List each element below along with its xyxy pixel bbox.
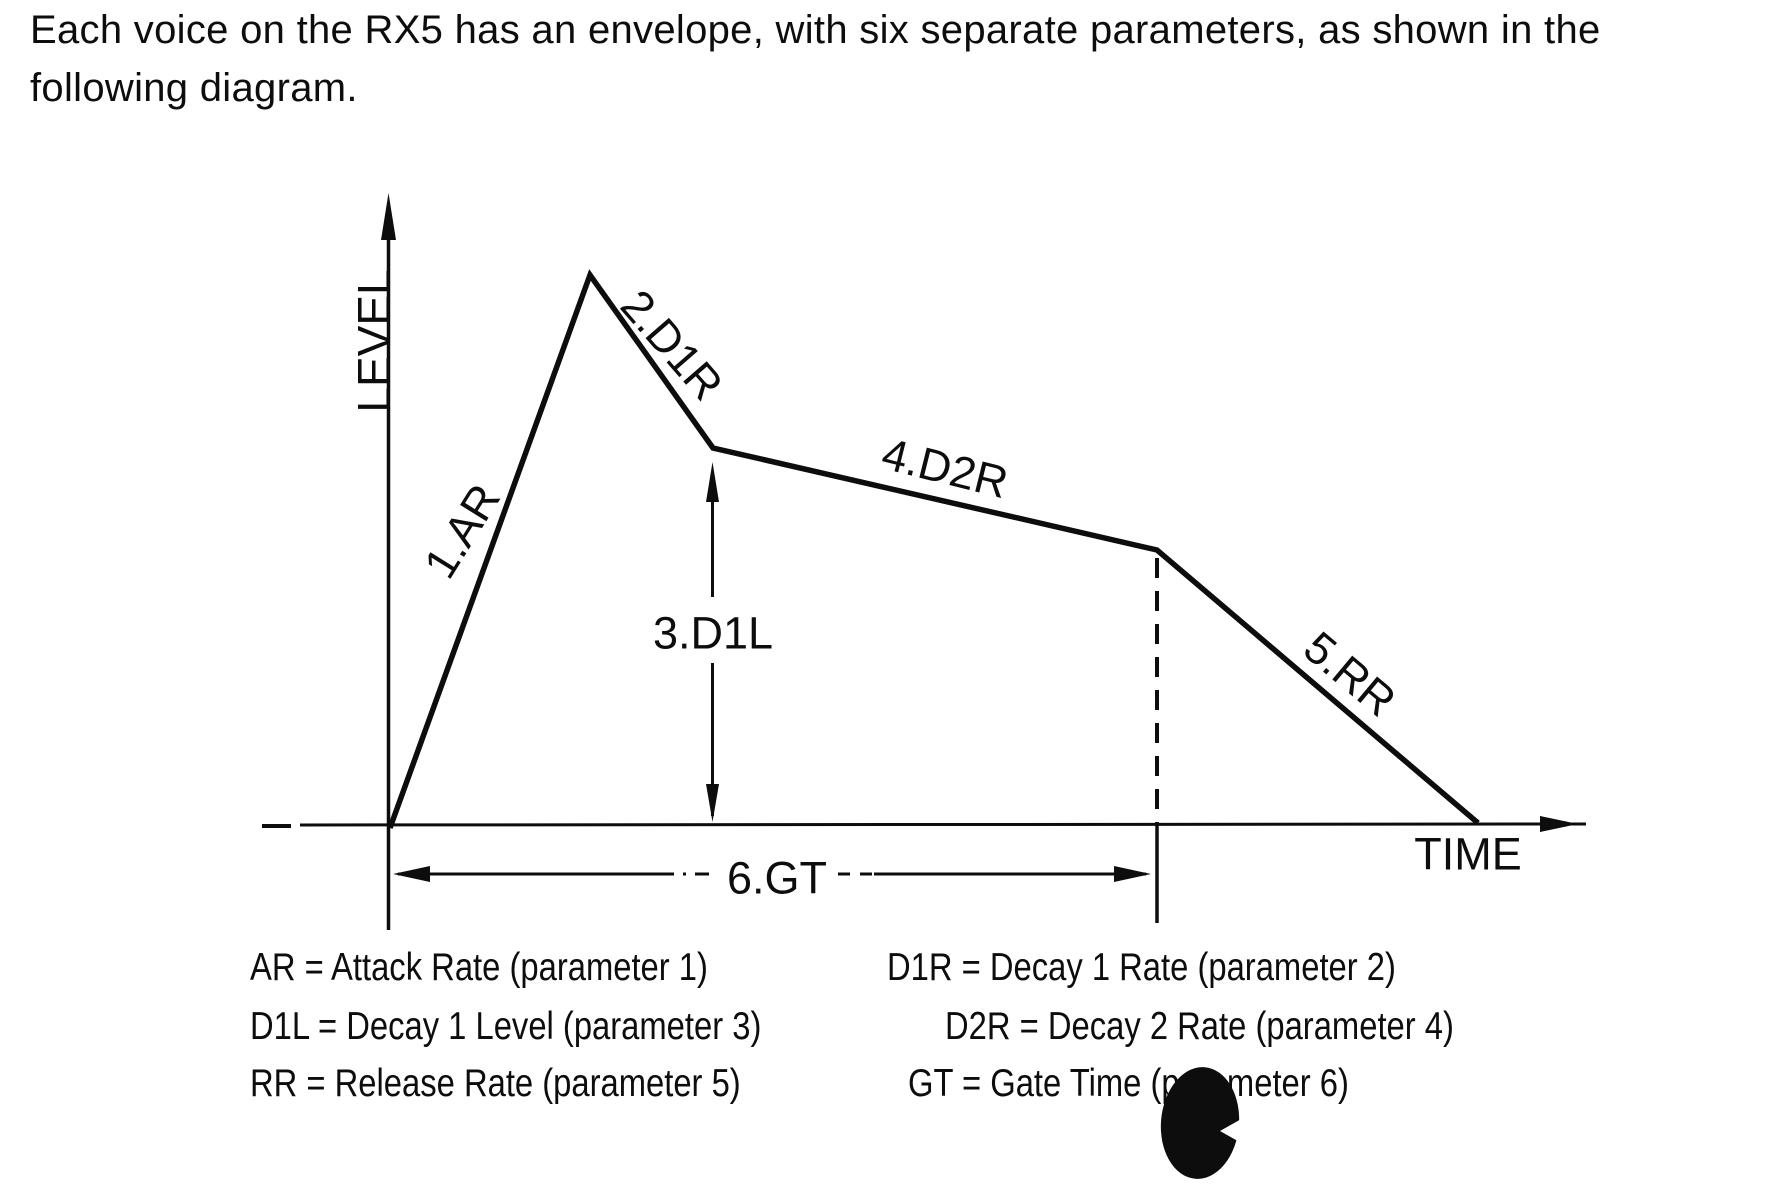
level-axis-label: LEVEL <box>348 269 400 412</box>
gt-arrowhead-right <box>1114 866 1151 882</box>
d1l-arrowhead-up <box>706 462 719 502</box>
time-axis-arrowhead <box>1540 816 1578 832</box>
intro-text-line-1: Each voice on the RX5 has an envelope, w… <box>30 8 1601 52</box>
label-attack-rate: 1.AR <box>414 475 510 587</box>
level-axis <box>381 193 396 930</box>
label-gate-time: 6.GT <box>727 853 827 904</box>
time-axis-line <box>299 822 1587 827</box>
gt-measure-arrow <box>393 866 1151 882</box>
label-decay1-rate: 2.D1R <box>611 280 733 410</box>
legend-gt: GT = Gate Time (parameter 6) <box>908 1062 1349 1105</box>
gt-arrowhead-left <box>393 866 430 882</box>
label-release-rate: 5.RR <box>1294 622 1405 727</box>
legend-ar: AR = Attack Rate (parameter 1) <box>250 946 708 989</box>
legend-rr: RR = Release Rate (parameter 5) <box>250 1062 741 1105</box>
time-axis-label: TIME <box>1414 829 1522 880</box>
d1l-arrowhead-down <box>706 784 719 822</box>
label-decay1-level: 3.D1L <box>653 608 773 659</box>
level-axis-arrowhead <box>381 193 396 240</box>
ink-blot-notch <box>1220 1118 1243 1144</box>
legend-d1r: D1R = Decay 1 Rate (parameter 2) <box>887 946 1396 989</box>
legend-d1l: D1L = Decay 1 Level (parameter 3) <box>250 1005 762 1048</box>
label-decay2-rate: 4.D2R <box>877 428 1013 508</box>
legend-d2r: D2R = Decay 2 Rate (parameter 4) <box>945 1005 1454 1048</box>
envelope-curve <box>387 269 1480 829</box>
time-axis <box>262 816 1587 832</box>
d1l-measure-arrow <box>706 462 719 822</box>
intro-text-line-2: following diagram. <box>30 66 358 110</box>
